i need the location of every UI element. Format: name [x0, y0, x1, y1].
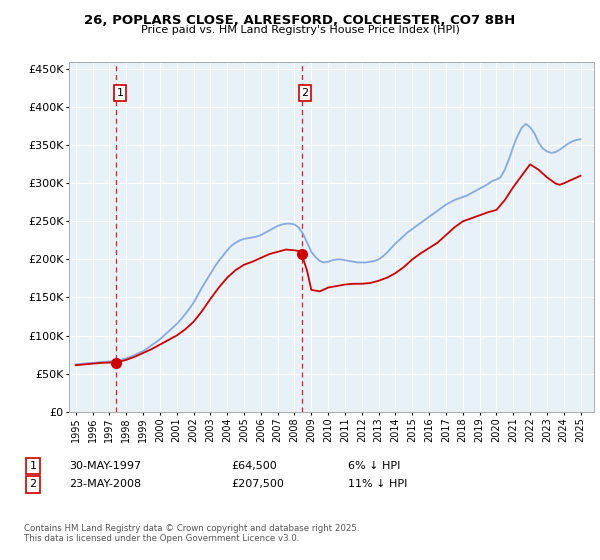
Text: Contains HM Land Registry data © Crown copyright and database right 2025.
This d: Contains HM Land Registry data © Crown c…	[24, 524, 359, 543]
Text: 11% ↓ HPI: 11% ↓ HPI	[348, 479, 407, 489]
Text: £207,500: £207,500	[231, 479, 284, 489]
Text: 2: 2	[302, 88, 308, 98]
Text: Price paid vs. HM Land Registry's House Price Index (HPI): Price paid vs. HM Land Registry's House …	[140, 25, 460, 35]
Text: 1: 1	[29, 461, 37, 471]
Text: 2: 2	[29, 479, 37, 489]
Text: 30-MAY-1997: 30-MAY-1997	[69, 461, 141, 471]
Text: £64,500: £64,500	[231, 461, 277, 471]
Text: 23-MAY-2008: 23-MAY-2008	[69, 479, 141, 489]
Text: 6% ↓ HPI: 6% ↓ HPI	[348, 461, 400, 471]
Text: 26, POPLARS CLOSE, ALRESFORD, COLCHESTER, CO7 8BH: 26, POPLARS CLOSE, ALRESFORD, COLCHESTER…	[85, 14, 515, 27]
Text: 1: 1	[116, 88, 124, 98]
